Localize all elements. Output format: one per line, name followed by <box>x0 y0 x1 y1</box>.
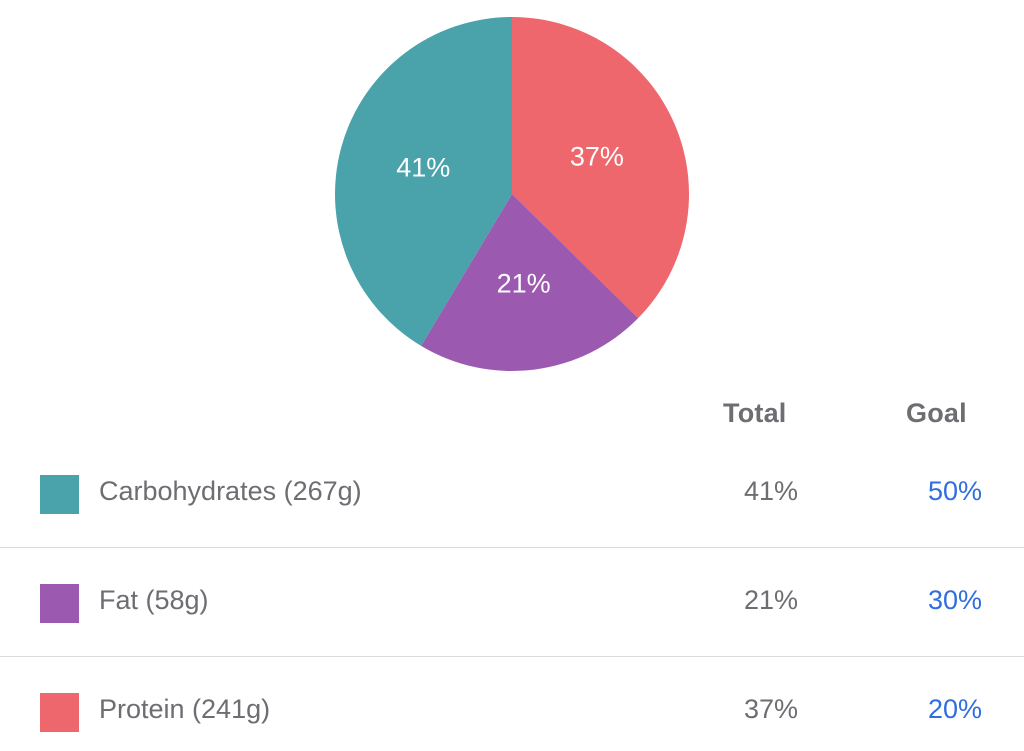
macro-row-carbohydrates[interactable]: Carbohydrates (267g) 41% 50% <box>0 440 1024 548</box>
fat-total: 21% <box>743 585 798 615</box>
pie-slice-protein[interactable] <box>512 17 689 319</box>
row-divider <box>0 656 1024 657</box>
pie-chart-svg: 37% 21% 41% <box>335 17 689 372</box>
macro-row-fat[interactable]: Fat (58g) 21% 30% <box>0 549 1024 657</box>
carbohydrates-goal[interactable]: 50% <box>927 476 982 506</box>
macro-pie-chart: 37% 21% 41% <box>335 17 689 372</box>
pie-slice-label-fat: 21% <box>497 268 551 298</box>
macro-row-protein[interactable]: Protein (241g) 37% 20% <box>0 658 1024 751</box>
fat-label: Fat (58g) <box>99 585 209 615</box>
total-column-header: Total <box>723 398 787 428</box>
protein-label: Protein (241g) <box>99 694 271 724</box>
row-divider <box>0 547 1024 548</box>
carbohydrates-total: 41% <box>743 476 798 506</box>
pie-slice-fat[interactable] <box>421 194 639 372</box>
fat-goal[interactable]: 30% <box>927 585 982 615</box>
protein-color-swatch <box>40 693 79 732</box>
protein-total: 37% <box>743 694 798 724</box>
goal-column-header: Goal <box>906 398 967 428</box>
protein-goal[interactable]: 20% <box>927 694 982 724</box>
carbohydrates-color-swatch <box>40 475 79 514</box>
fat-color-swatch <box>40 584 79 623</box>
pie-slice-label-protein: 37% <box>570 142 624 172</box>
pie-slice-label-carbohydrates: 41% <box>396 153 450 183</box>
carbohydrates-label: Carbohydrates (267g) <box>99 476 362 506</box>
pie-slice-carbohydrates[interactable] <box>335 17 512 346</box>
